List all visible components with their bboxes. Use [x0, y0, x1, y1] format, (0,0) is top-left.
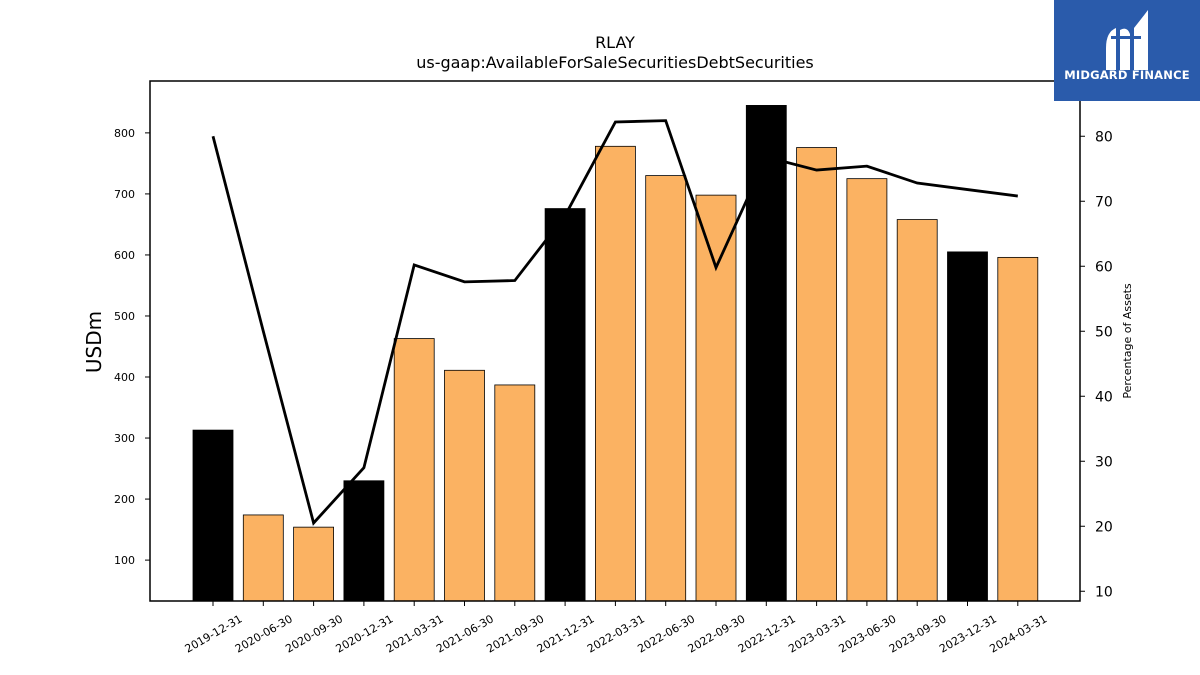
chart-subtitle: us-gaap:AvailableForSaleSecuritiesDebtSe…	[416, 53, 814, 72]
bar-2022-09-30	[695, 194, 737, 602]
y-tick-label-400: 400	[114, 371, 135, 384]
right-axis: 10 20 30 40 50 60 70 80	[1080, 129, 1113, 600]
bar-2021-06-30	[444, 369, 485, 602]
bar-2020-06-30	[242, 514, 284, 602]
midgard-finance-logo: MIDGARD FINANCE	[1054, 0, 1200, 101]
y2-tick-label-50: 50	[1095, 324, 1113, 340]
bar-2021-03-31	[393, 338, 435, 602]
bar-2019-12-31	[192, 429, 234, 602]
y2-tick-label-70: 70	[1095, 194, 1113, 210]
y2-tick-label-30: 30	[1095, 454, 1113, 470]
bar-2020-12-31	[343, 480, 385, 602]
bar-2020-09-30	[293, 526, 335, 602]
y-tick-label-300: 300	[114, 432, 135, 445]
bars-layer	[192, 105, 1039, 602]
left-axis: 100 200 300 400 500 600 700 800	[114, 127, 150, 567]
x-tick-label-2024-03-31: 2024-03-31	[987, 612, 1049, 655]
line-layer	[211, 119, 1018, 526]
bar-2024-03-31	[997, 256, 1039, 602]
y-axis-label: USDm	[82, 311, 106, 373]
bar-2023-09-30	[896, 219, 938, 602]
bar-2021-12-31	[544, 208, 586, 602]
logo-text: MIDGARD FINANCE	[1064, 68, 1190, 82]
y-tick-label-600: 600	[114, 249, 135, 262]
chart-title: RLAY	[595, 33, 635, 52]
y-tick-label-200: 200	[114, 493, 135, 506]
y-tick-label-500: 500	[114, 310, 135, 323]
bar-2022-06-30	[645, 175, 687, 602]
y-tick-label-800: 800	[114, 127, 135, 140]
y2-tick-label-20: 20	[1095, 519, 1113, 535]
bar-2023-12-31	[947, 251, 988, 602]
y2-tick-label-40: 40	[1095, 389, 1113, 405]
y2-tick-label-80: 80	[1095, 129, 1113, 145]
bar-2022-12-31	[745, 105, 787, 602]
bar-2022-03-31	[595, 145, 636, 602]
bar-2021-09-30	[494, 384, 536, 602]
y-tick-label-700: 700	[114, 188, 135, 201]
percentage-line	[211, 119, 1018, 526]
y2-tick-label-60: 60	[1095, 259, 1113, 275]
bar-2023-06-30	[846, 178, 888, 602]
bar-2023-03-31	[796, 147, 837, 602]
y2-tick-label-10: 10	[1095, 584, 1113, 600]
midgard-m-icon	[1106, 10, 1148, 71]
x-axis: 2019-12-312020-06-302020-09-302020-12-31…	[183, 601, 1049, 656]
y2-axis-label: Percentage of Assets	[1121, 283, 1134, 399]
y-tick-label-100: 100	[114, 554, 135, 567]
